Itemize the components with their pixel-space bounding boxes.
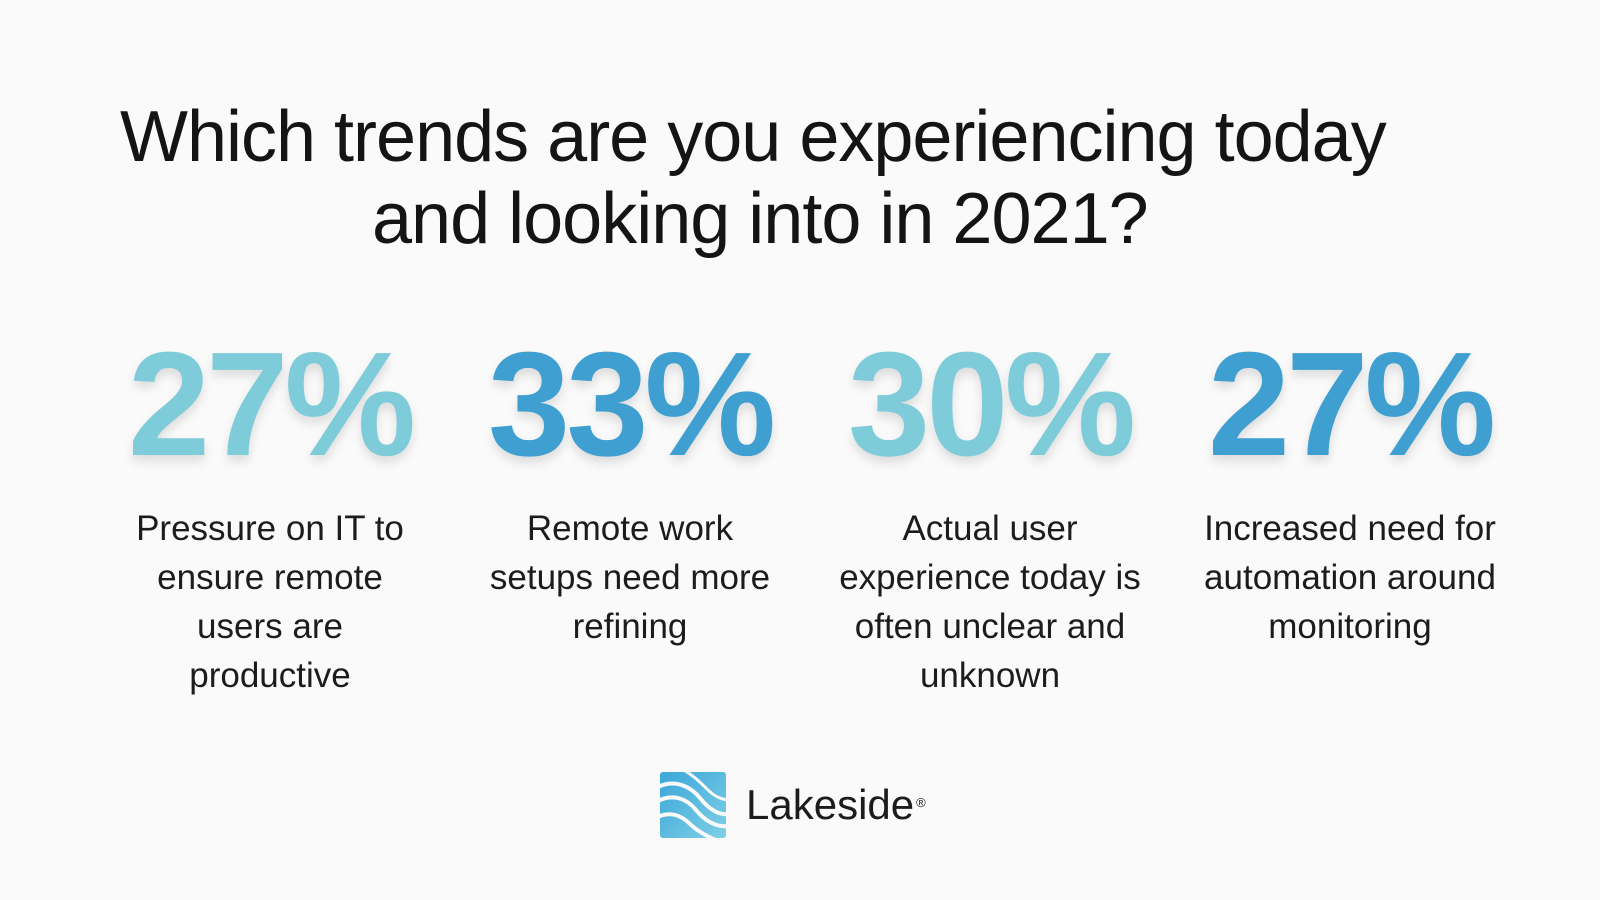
lakeside-logo: Lakeside ® (660, 772, 926, 838)
title-line-1: Which trends are you experiencing today (120, 97, 1387, 177)
stat-value: 27% (127, 322, 416, 487)
registered-mark: ® (916, 795, 926, 810)
logo-wordmark: Lakeside ® (746, 780, 926, 830)
page-title: Which trends are you experiencing today … (0, 96, 1600, 260)
stat-remote-setups: 33% Remote work setups need more refinin… (450, 330, 810, 651)
stat-value: 27% (1207, 322, 1496, 487)
stat-label: Pressure on IT to ensure remote users ar… (136, 509, 404, 695)
stat-remote-productivity: 27% Pressure on IT to ensure remote user… (90, 330, 450, 700)
stat-label: Remote work setups need more refining (489, 509, 771, 646)
stat-user-experience: 30% Actual user experience today is ofte… (810, 330, 1170, 700)
title-line-2: and looking into in 2021? (372, 179, 1149, 259)
stat-value: 33% (487, 322, 776, 487)
stat-label: Increased need for automation around mon… (1204, 509, 1496, 646)
stats-row: 27% Pressure on IT to ensure remote user… (90, 330, 1530, 710)
stat-value: 30% (847, 322, 1136, 487)
lakeside-wave-logo-icon (660, 772, 726, 838)
stat-automation: 27% Increased need for automation around… (1170, 330, 1530, 651)
logo-wordmark-text: Lakeside (746, 781, 915, 828)
stat-label: Actual user experience today is often un… (839, 509, 1141, 695)
